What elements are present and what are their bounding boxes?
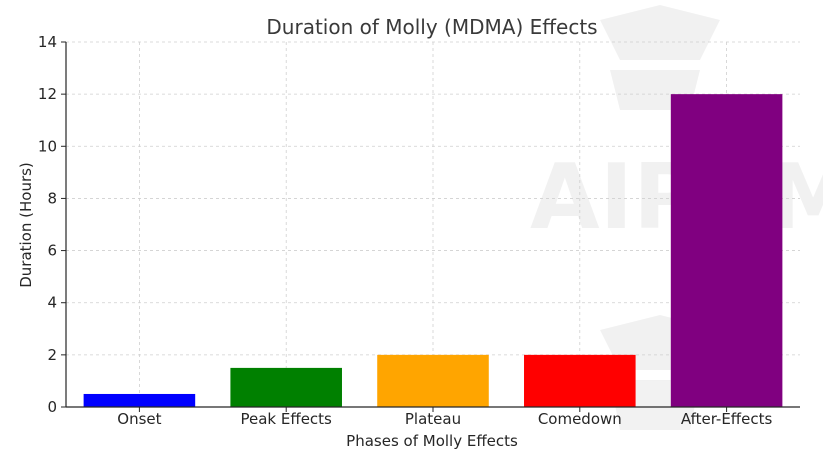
y-tick-labels: 0 2 4 6 8 10 12 14 (38, 33, 57, 416)
bars (83, 94, 783, 408)
x-tick-label: Comedown (538, 410, 622, 428)
y-tick-label: 2 (47, 346, 57, 364)
y-tick-label: 6 (47, 242, 57, 260)
x-tick-label: Onset (117, 410, 161, 428)
x-axis-label: Phases of Molly Effects (346, 432, 518, 450)
bar (524, 354, 636, 407)
y-axis-label: Duration (Hours) (17, 162, 35, 288)
y-tick-label: 8 (47, 189, 57, 207)
y-tick-label: 0 (47, 398, 57, 416)
axes (61, 41, 800, 412)
bar (230, 367, 342, 407)
y-tick-label: 14 (38, 33, 57, 51)
chart-title: Duration of Molly (MDMA) Effects (266, 15, 597, 39)
x-tick-label: After-Effects (681, 410, 773, 428)
y-tick-label: 12 (38, 85, 57, 103)
bar (83, 393, 196, 407)
x-tick-labels: Onset Peak Effects Plateau Comedown After-Ef… (117, 410, 772, 428)
bar (377, 354, 489, 407)
y-tick-label: 10 (38, 137, 57, 155)
bar (670, 94, 783, 408)
x-tick-label: Plateau (405, 410, 461, 428)
x-tick-label: Peak Effects (241, 410, 333, 428)
y-tick-label: 4 (47, 294, 57, 312)
